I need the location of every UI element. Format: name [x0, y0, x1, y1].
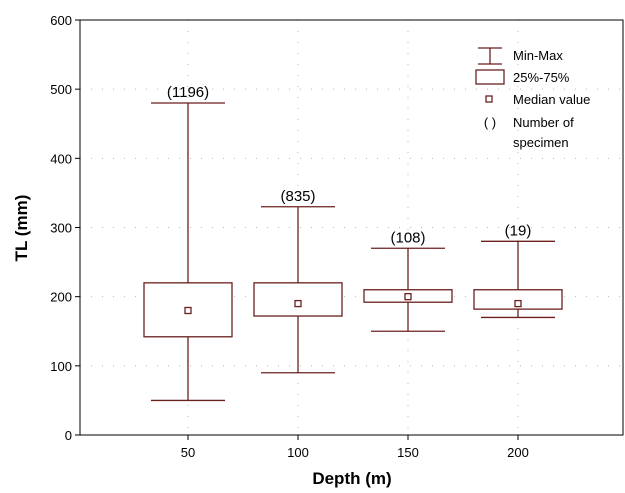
- legend-label-quartiles: 25%-75%: [513, 70, 570, 85]
- specimen-count-label: (108): [390, 229, 425, 246]
- y-tick-label: 300: [50, 221, 72, 236]
- x-tick-label: 150: [397, 445, 419, 460]
- specimen-count-label: (835): [280, 188, 315, 205]
- legend-parens-icon: ( ): [484, 115, 496, 130]
- legend: Min-Max 25%-75% Median value ( ) Number …: [475, 47, 590, 150]
- median-marker: [294, 299, 302, 308]
- y-tick-label: 200: [50, 290, 72, 305]
- box-group-50: (1196): [143, 84, 233, 402]
- box-group-200: (19): [473, 222, 563, 319]
- specimen-count-label: (19): [505, 222, 532, 239]
- y-tick-label: 100: [50, 359, 72, 374]
- x-tick-label: 100: [287, 445, 309, 460]
- box-group-150: (108): [363, 229, 453, 332]
- legend-box-icon: [475, 69, 505, 85]
- legend-label-median: Median value: [513, 92, 590, 107]
- y-axis-ticks: 0 100 200 300 400 500 600: [50, 13, 80, 443]
- x-tick-label: 200: [507, 445, 529, 460]
- x-axis-title: Depth (m): [312, 469, 391, 488]
- legend-label-min-max: Min-Max: [513, 48, 563, 63]
- y-tick-label: 0: [65, 428, 72, 443]
- quartile-box: [253, 282, 343, 317]
- legend-label-specimen: specimen: [513, 135, 569, 150]
- legend-label-number-of: Number of: [513, 115, 574, 130]
- x-axis-ticks: 50 100 150 200: [181, 435, 529, 460]
- median-marker: [184, 306, 192, 315]
- median-marker: [514, 299, 522, 308]
- boxes: (1196) (835) (108) (19): [143, 84, 563, 402]
- legend-median-square-icon: [485, 95, 493, 103]
- x-tick-label: 50: [181, 445, 195, 460]
- legend-whisker-icon: [478, 47, 502, 65]
- box-group-100: (835): [253, 188, 343, 374]
- specimen-count-label: (1196): [167, 84, 209, 101]
- y-tick-label: 600: [50, 13, 72, 28]
- y-axis-title: TL (mm): [12, 195, 31, 262]
- y-tick-label: 400: [50, 151, 72, 166]
- median-marker: [404, 293, 412, 301]
- y-tick-label: 500: [50, 82, 72, 97]
- quartile-box: [473, 289, 563, 310]
